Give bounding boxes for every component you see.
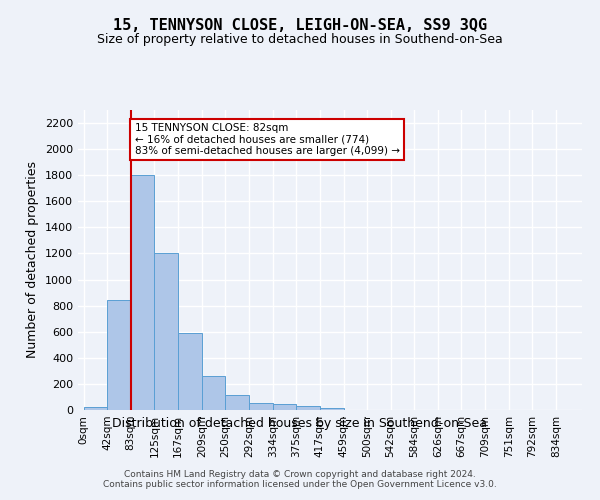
Bar <box>107 300 131 410</box>
Text: 15, TENNYSON CLOSE, LEIGH-ON-SEA, SS9 3QG: 15, TENNYSON CLOSE, LEIGH-ON-SEA, SS9 3Q… <box>113 18 487 32</box>
Bar <box>131 175 154 410</box>
Bar <box>225 395 249 410</box>
Bar <box>178 333 202 410</box>
Bar <box>154 254 178 410</box>
Text: Contains public sector information licensed under the Open Government Licence v3: Contains public sector information licen… <box>103 480 497 489</box>
Y-axis label: Number of detached properties: Number of detached properties <box>26 162 40 358</box>
Text: Distribution of detached houses by size in Southend-on-Sea: Distribution of detached houses by size … <box>113 418 487 430</box>
Bar <box>249 404 273 410</box>
Text: Size of property relative to detached houses in Southend-on-Sea: Size of property relative to detached ho… <box>97 32 503 46</box>
Bar <box>320 408 344 410</box>
Bar <box>202 376 225 410</box>
Bar <box>83 406 107 410</box>
Text: 15 TENNYSON CLOSE: 82sqm
← 16% of detached houses are smaller (774)
83% of semi-: 15 TENNYSON CLOSE: 82sqm ← 16% of detach… <box>134 123 400 156</box>
Bar <box>296 406 320 410</box>
Text: Contains HM Land Registry data © Crown copyright and database right 2024.: Contains HM Land Registry data © Crown c… <box>124 470 476 479</box>
Bar <box>273 404 296 410</box>
